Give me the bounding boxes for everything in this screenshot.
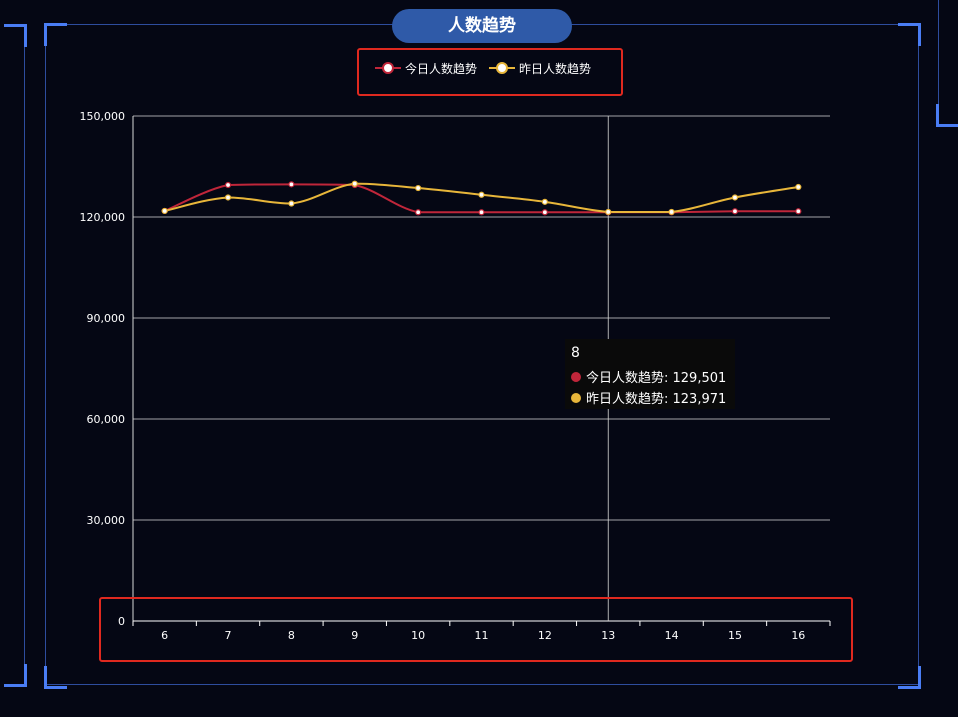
- x-tick-label: 13: [601, 629, 615, 642]
- data-point-1: [668, 208, 675, 216]
- outer-corner-top-left: [4, 24, 27, 47]
- x-tick-label: 16: [791, 629, 805, 642]
- data-point-1: [288, 200, 295, 207]
- frame-border-right: [918, 24, 919, 685]
- data-point-1: [415, 184, 422, 192]
- tooltip-title: 8: [571, 345, 580, 361]
- outer-corner-right: [936, 104, 958, 127]
- outer-border-left: [24, 28, 25, 678]
- data-point-0: [224, 181, 232, 189]
- legend: 今日人数趋势 昨日人数趋势: [375, 58, 603, 78]
- legend-label-today: 今日人数趋势: [405, 61, 478, 76]
- tooltip-text-yesterday: 昨日人数趋势: 123,971: [586, 392, 727, 407]
- y-tick-label: 30,000: [87, 514, 126, 527]
- tooltip: 8 今日人数趋势: 129,501 昨日人数趋势: 123,971: [565, 339, 735, 409]
- data-point-1: [478, 191, 485, 198]
- tooltip-row-yesterday: 昨日人数趋势: 123,971: [571, 388, 726, 407]
- legend-highlight-box: [357, 48, 623, 96]
- x-tick-label: 14: [665, 629, 679, 642]
- tooltip-dot-yesterday: [571, 392, 581, 403]
- data-point-1: [795, 183, 802, 191]
- y-tick-label: 120,000: [80, 211, 126, 224]
- x-tick-label: 12: [538, 629, 552, 642]
- data-point-1: [605, 208, 612, 216]
- data-point-0: [415, 209, 422, 216]
- legend-item-yesterday[interactable]: 昨日人数趋势: [489, 60, 591, 77]
- corner-top-left: [44, 23, 67, 46]
- y-tick-label: 90,000: [87, 312, 126, 325]
- series-line-0: [164, 183, 799, 214]
- y-tick-label: 150,000: [80, 110, 126, 123]
- x-tick-label: 6: [161, 629, 168, 642]
- data-point-1: [541, 198, 548, 205]
- corner-bottom-right: [898, 666, 921, 689]
- data-point-0: [731, 208, 739, 215]
- outer-corner-bottom-left: [4, 664, 27, 687]
- legend-label-yesterday: 昨日人数趋势: [519, 61, 592, 76]
- data-point-0: [288, 181, 295, 188]
- x-tick-label: 11: [475, 629, 489, 642]
- x-tick-label: 8: [288, 629, 295, 642]
- legend-item-today[interactable]: 今日人数趋势: [375, 60, 477, 77]
- data-point-0: [795, 208, 802, 215]
- data-point-1: [351, 180, 358, 187]
- data-point-1: [224, 194, 232, 201]
- x-tick-label: 15: [728, 629, 742, 642]
- chart-title: 人数趋势: [392, 9, 572, 43]
- frame-border-left: [45, 24, 46, 685]
- x-tick-label: 9: [351, 629, 358, 642]
- legend-marker-yesterday: [489, 62, 516, 74]
- data-point-0: [478, 209, 485, 216]
- frame-border-bottom: [45, 684, 919, 685]
- corner-top-right: [898, 23, 921, 46]
- legend-marker-today: [375, 62, 401, 74]
- tooltip-row-today: 今日人数趋势: 129,501: [571, 367, 726, 386]
- x-tick-label: 10: [411, 629, 425, 642]
- data-point-1: [161, 207, 168, 215]
- outer-border-right: [938, 0, 939, 110]
- y-tick-label: 60,000: [87, 413, 126, 426]
- data-point-0: [541, 209, 548, 216]
- tooltip-dot-today: [571, 371, 581, 382]
- corner-bottom-left: [44, 666, 67, 689]
- tooltip-text-today: 今日人数趋势: 129,501: [586, 371, 727, 386]
- data-point-1: [731, 194, 739, 201]
- y-tick-label: 0: [118, 615, 125, 628]
- x-tick-label: 7: [225, 629, 232, 642]
- xaxis-highlight-box: [99, 597, 853, 662]
